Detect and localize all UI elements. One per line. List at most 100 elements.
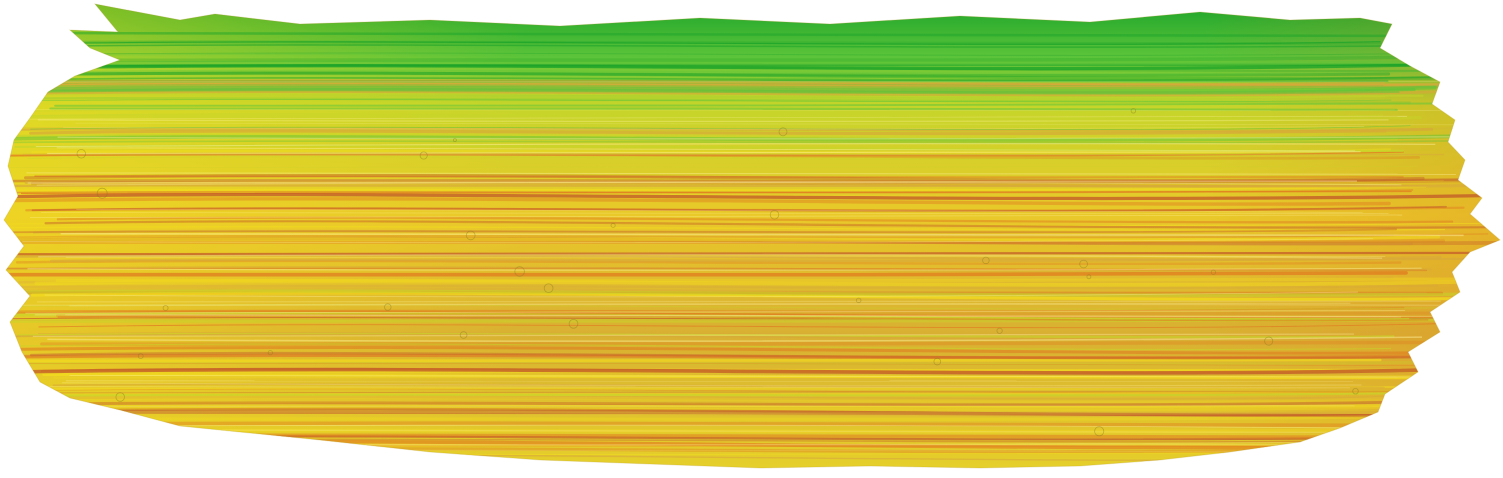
paint-bubble	[115, 392, 125, 402]
bristle-streak	[4, 71, 1482, 81]
bristle-streak	[8, 189, 1414, 194]
bristle-streak	[4, 113, 1384, 119]
bristle-streak	[27, 155, 1400, 160]
bristle-streak	[4, 333, 1384, 341]
bristle-streak	[4, 409, 1414, 418]
bristle-streak	[4, 271, 1408, 277]
bristle-streak	[4, 239, 1446, 245]
bristle-streak	[4, 395, 1385, 404]
highlight-streak	[29, 424, 1362, 429]
paint-bubble	[96, 187, 108, 199]
bristle-streak	[4, 126, 1387, 134]
bristle-streak	[4, 284, 1439, 290]
bristle-streak	[30, 351, 1433, 360]
bristle-streak	[18, 276, 1394, 284]
paint-bubble	[137, 353, 144, 360]
bristle-streak	[8, 388, 1449, 394]
highlight-streak	[61, 382, 1362, 387]
paint-bubble	[1086, 274, 1092, 280]
bristle-streak	[25, 31, 1439, 38]
highlight-streak	[37, 119, 1389, 122]
paint-streaks	[4, 31, 1500, 462]
highlight-streak	[38, 253, 1383, 260]
bristle-streak	[4, 358, 1382, 363]
bristle-streak	[4, 55, 1449, 63]
highlight-streak	[35, 143, 1436, 148]
bristle-streak	[4, 265, 1433, 273]
highlight-streak	[69, 303, 1459, 307]
paint-bubble	[933, 357, 942, 366]
bristle-streak	[52, 69, 1434, 75]
bristle-streak	[17, 367, 1457, 375]
paint-bubble	[769, 210, 780, 220]
bristle-streak	[4, 183, 1427, 189]
bristle-streak	[37, 331, 1421, 335]
bristle-streak	[32, 229, 1394, 238]
paint-bubble	[1079, 259, 1088, 269]
bristle-streak	[7, 409, 1478, 415]
bristle-streak	[49, 106, 1398, 112]
paint-bubble	[982, 256, 990, 265]
bristle-streak	[45, 59, 1500, 66]
bristle-streak	[11, 235, 1441, 242]
bristle-streak	[4, 133, 1483, 142]
bristle-streak	[52, 41, 1381, 45]
bristle-streak	[4, 133, 1398, 142]
highlight-streak	[44, 291, 1358, 298]
bristle-streak	[43, 390, 1481, 397]
bristle-streak	[32, 75, 1447, 81]
bristle-streak	[4, 359, 1486, 366]
stroke-edge	[3, 3, 1501, 469]
bristle-streak	[4, 345, 1482, 355]
bristle-streak	[4, 85, 1437, 93]
paint-bubble	[1130, 108, 1137, 114]
bristle-streak	[39, 71, 1391, 77]
paint-bubbles	[76, 108, 1359, 437]
paint-bubble	[384, 303, 392, 311]
paint-bubble	[419, 151, 428, 160]
bristle-streak	[29, 99, 1392, 103]
highlight-streak	[22, 238, 1374, 244]
bristle-streak	[28, 42, 1388, 47]
bristle-streak	[12, 228, 1397, 234]
bristle-streak	[34, 174, 1404, 179]
bristle-streak	[4, 310, 1456, 319]
bristle-streak	[38, 323, 1445, 329]
bristle-streak	[44, 220, 1500, 229]
highlight-streak	[47, 336, 1422, 342]
bristle-streak	[4, 401, 1489, 406]
paint-bubble	[1352, 388, 1359, 395]
paint-bubble	[1264, 336, 1274, 346]
bristle-streak	[4, 304, 1463, 310]
paint-bubble	[778, 127, 788, 137]
bristle-streak	[6, 221, 1500, 226]
bristle-streak	[42, 81, 1384, 87]
bristle-streak	[52, 383, 1385, 389]
bristle-streak	[4, 126, 1499, 132]
bristle-streak	[4, 139, 1499, 144]
bristle-streak	[30, 291, 1456, 301]
bristle-streak	[4, 414, 1443, 422]
bristle-streak	[15, 52, 1453, 59]
paint-bubble	[543, 283, 554, 294]
bristle-streak	[14, 144, 1405, 152]
bristle-streak	[51, 79, 1495, 86]
bristle-streak	[4, 89, 1458, 97]
bristle-streak	[42, 372, 1472, 380]
highlight-streak	[63, 126, 1365, 130]
paint-bubble	[996, 327, 1003, 334]
paint-bubble	[856, 297, 862, 304]
bristle-streak	[26, 93, 1386, 98]
bristle-streak	[24, 173, 1425, 182]
bristle-streak	[56, 216, 1454, 224]
bristle-streak	[6, 353, 1474, 360]
bristle-streak	[30, 178, 1496, 185]
bristle-streak	[41, 83, 1500, 90]
bristle-streak	[40, 340, 1483, 346]
paint-bubble	[514, 266, 525, 277]
paint-bubble	[267, 350, 273, 356]
paint-bubble	[76, 149, 87, 159]
